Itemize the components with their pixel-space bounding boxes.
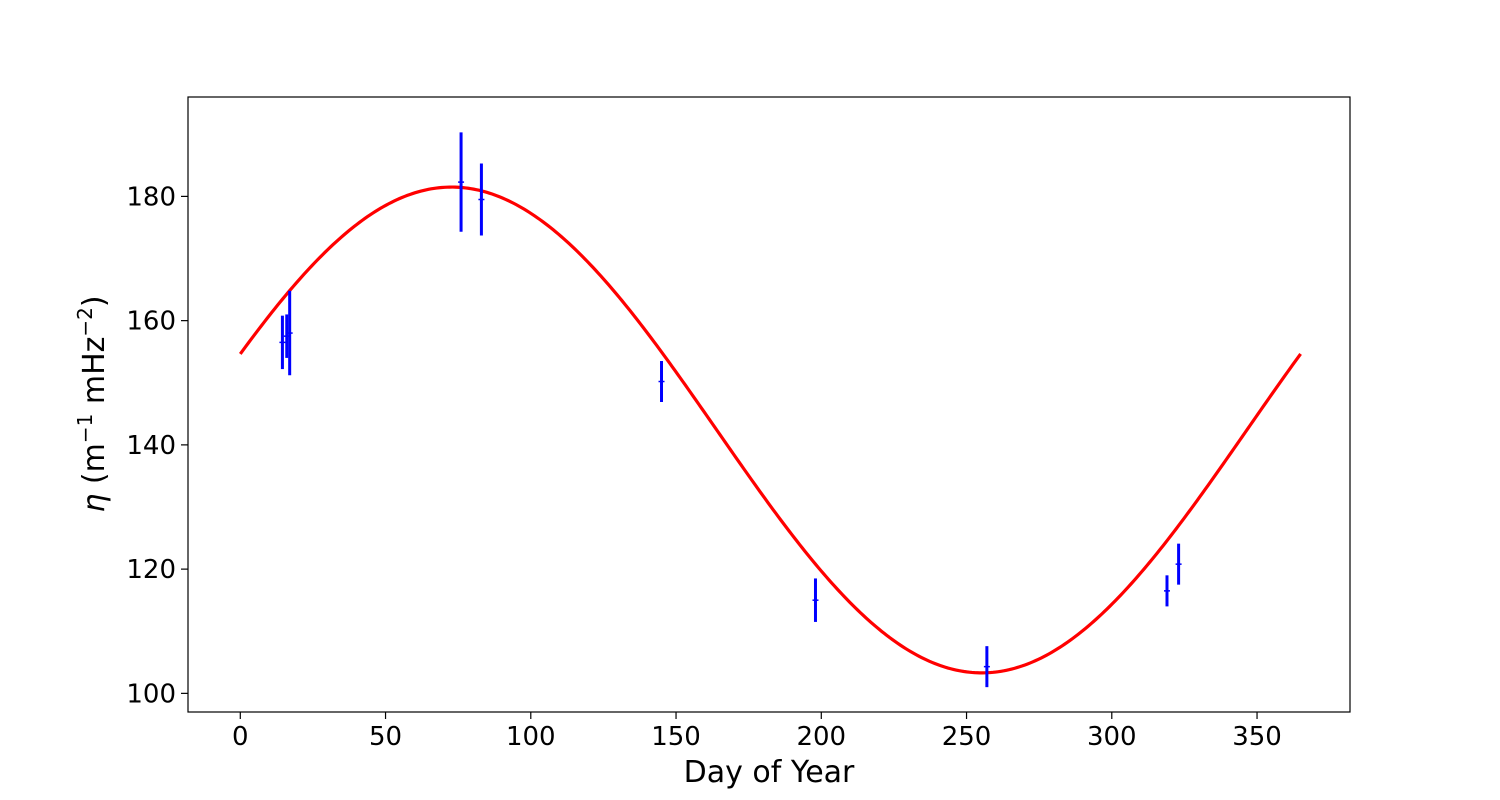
fit-curve-layer	[238, 185, 1302, 675]
x-tick-label-300: 300	[1087, 722, 1137, 752]
x-tick-label-100: 100	[506, 722, 556, 752]
data-point-8	[983, 646, 990, 688]
x-tick-label-200: 200	[796, 722, 846, 752]
y-axis-title: η (m−1 mHz−2)	[73, 295, 112, 512]
y-tick-label-100: 100	[126, 679, 176, 709]
y-axis-unit-sup-1: −1	[73, 414, 97, 443]
y-axis-unit-sup-2: −2	[73, 307, 97, 336]
data-point-1	[279, 315, 286, 370]
y-tick-label-120: 120	[126, 555, 176, 585]
x-tick-label-350: 350	[1232, 722, 1282, 752]
y-axis-symbol: η	[77, 494, 112, 513]
data-point-5	[478, 163, 485, 236]
data-points-layer	[279, 132, 1182, 688]
x-tick-label-250: 250	[942, 722, 992, 752]
data-point-9	[1163, 575, 1170, 607]
data-point-3	[286, 290, 293, 376]
x-tick-label-150: 150	[651, 722, 701, 752]
plot-area	[187, 96, 1351, 713]
x-axis: 0 50 100 150 200 250 300 350	[232, 712, 1282, 752]
y-tick-label-160: 160	[126, 307, 176, 337]
data-point-4	[458, 132, 465, 232]
y-tick-label-140: 140	[126, 431, 176, 461]
data-point-6	[658, 361, 665, 403]
y-axis: 100 120 140 160 180	[126, 182, 188, 709]
y-tick-label-180: 180	[126, 182, 176, 212]
data-point-7	[812, 578, 819, 622]
y-axis-unit-close: )	[77, 295, 112, 307]
plot-frame	[187, 96, 1351, 713]
y-axis-unit-mid: mHz	[77, 337, 112, 414]
data-point-10	[1175, 543, 1182, 585]
x-axis-title: Day of Year	[684, 755, 855, 790]
fit-curve	[238, 185, 1302, 675]
x-tick-label-50: 50	[369, 722, 402, 752]
y-axis-unit-open: (m	[77, 443, 112, 493]
x-tick-label-0: 0	[232, 722, 249, 752]
